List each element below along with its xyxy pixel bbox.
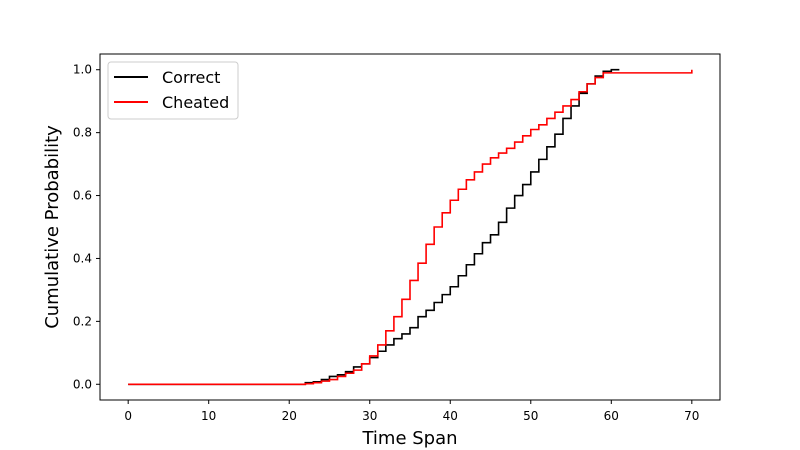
y-tick-label: 0.6: [73, 189, 92, 203]
legend: Correct Cheated: [107, 61, 239, 120]
series-layer: [128, 68, 693, 386]
legend-label-cheated: Cheated: [162, 93, 229, 112]
y-axis-label: Cumulative Probability: [42, 125, 63, 329]
plot-frame: [99, 53, 721, 401]
y-tick-label: 0.0: [73, 377, 92, 391]
y-tick-label: 0.8: [73, 126, 92, 140]
x-tick-label: 30: [362, 409, 377, 423]
y-tick-label: 0.4: [73, 251, 92, 265]
legend-label-correct: Correct: [162, 68, 220, 87]
x-tick-label: 20: [282, 409, 297, 423]
x-tick-label: 70: [684, 409, 699, 423]
x-tick-label: 50: [523, 409, 538, 423]
x-axis-ticks: 0 10 20 30 40 50 60 70: [124, 400, 699, 423]
x-axis-label: Time Span: [361, 428, 457, 449]
x-tick-label: 40: [443, 409, 458, 423]
x-tick-label: 10: [201, 409, 216, 423]
y-tick-label: 0.2: [73, 314, 92, 328]
y-axis-ticks: 0.0 0.2 0.4 0.6 0.8 1.0: [73, 63, 100, 391]
series-line-correct: [128, 68, 620, 386]
series-line-cheated: [128, 69, 693, 386]
x-tick-label: 0: [124, 409, 132, 423]
y-tick-label: 1.0: [73, 63, 92, 77]
x-tick-label: 60: [604, 409, 619, 423]
